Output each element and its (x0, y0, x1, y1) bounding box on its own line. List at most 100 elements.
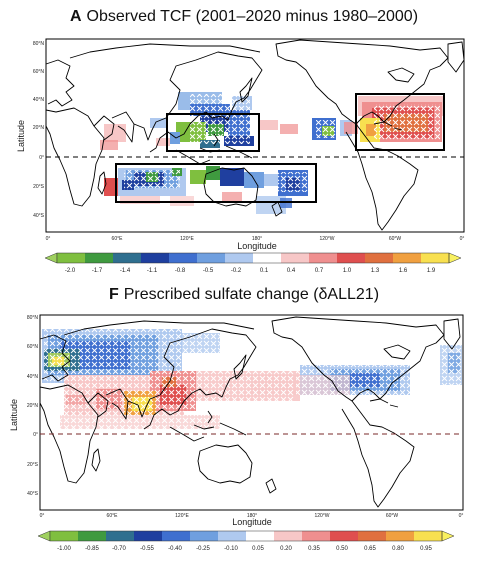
panel-a-title: A Observed TCF (2001–2020 minus 1980–2000… (0, 8, 488, 26)
lat-tick: 40°S (33, 213, 45, 219)
lon-tick: 0° (459, 513, 464, 519)
lat-tick: 0° (33, 432, 38, 438)
panel-a-figure: 80°N 60°N 40°N 20°N 0° 20°S 40°S 0° 60°E… (16, 38, 465, 274)
colorbar-label: -0.40 (168, 546, 182, 552)
colorbar-segment (225, 253, 254, 263)
colorbar-label: -0.70 (112, 546, 126, 552)
colorbar-segment (169, 253, 198, 263)
panel-a-lon-ticks: 0° 60°E 120°E 180° 120°W 60°W 0° (46, 236, 465, 242)
lat-tick: 40°N (33, 97, 45, 103)
lat-tick: 60°N (33, 69, 45, 75)
lat-tick: 80°N (33, 41, 45, 47)
panel-a-colorbar (44, 252, 462, 264)
colorbar-label: 0.80 (392, 546, 404, 552)
colorbar-label: -0.2 (231, 268, 242, 274)
colorbar-label: -0.10 (224, 546, 238, 552)
colorbar-segment (281, 253, 310, 263)
lon-tick: 0° (40, 513, 45, 519)
lon-tick: 120°W (319, 236, 334, 242)
colorbar-label: -0.5 (203, 268, 214, 274)
panel-a-title-text: Observed TCF (2001–2020 minus 1980–2000) (86, 8, 419, 25)
lat-tick: 20°N (27, 403, 39, 409)
panel-f-colorbar-labels: -1.00 -0.85 -0.70 -0.55 -0.40 -0.25 -0.1… (57, 546, 432, 552)
panel-f-title-text: Prescribed sulfate change (δALL21) (123, 286, 380, 303)
colorbar-segment (253, 253, 282, 263)
colorbar-segment (386, 531, 415, 541)
lon-tick: 60°W (389, 236, 402, 242)
lon-tick: 60°E (112, 236, 124, 242)
colorbar-label: -2.0 (65, 268, 76, 274)
lat-tick: 20°S (27, 462, 39, 468)
lon-tick: 120°W (314, 513, 329, 519)
panel-f-figure: 80°N 60°N 40°N 20°N 0° 20°S 40°S 0° 60°E… (9, 314, 464, 552)
colorbar-segment (218, 531, 247, 541)
colorbar-label: 1.3 (371, 268, 380, 274)
colorbar-segment (78, 531, 107, 541)
lon-tick: 120°E (175, 513, 189, 519)
panel-a-box-sh (115, 163, 317, 203)
colorbar-segment (358, 531, 387, 541)
panel-f-lon-ticks: 0° 60°E 120°E 180° 120°W 60°W 0° (40, 513, 464, 519)
colorbar-segment (113, 253, 142, 263)
lat-tick: 20°N (33, 125, 45, 131)
colorbar-segment (330, 531, 359, 541)
colorbar-segment (50, 531, 79, 541)
panel-f-title: F Prescribed sulfate change (δALL21) (0, 286, 488, 304)
colorbar-label: 1.6 (399, 268, 408, 274)
lat-tick: 20°S (33, 184, 45, 190)
colorbar-segment (365, 253, 394, 263)
lon-tick: 60°E (107, 513, 119, 519)
lon-tick: 0° (460, 236, 465, 242)
colorbar-segment (421, 253, 450, 263)
colorbar-segment (309, 253, 338, 263)
lon-tick: 0° (46, 236, 51, 242)
panel-f-xlabel: Longitude (232, 517, 272, 527)
panel-a-region-boxes (115, 93, 445, 203)
colorbar-label: 0.4 (287, 268, 296, 274)
colorbar-label: 0.35 (308, 546, 320, 552)
colorbar-label: -1.7 (92, 268, 103, 274)
panel-a-xlabel: Longitude (237, 241, 277, 251)
colorbar-label: 0.50 (336, 546, 348, 552)
lat-tick: 60°N (27, 344, 39, 350)
colorbar-segment (134, 531, 163, 541)
colorbar-label: 1.0 (343, 268, 352, 274)
colorbar-label: -1.4 (120, 268, 131, 274)
colorbar-segment (85, 253, 114, 263)
colorbar-segment (190, 531, 219, 541)
colorbar-label: 1.9 (427, 268, 436, 274)
colorbar-segment (337, 253, 366, 263)
colorbar-label: -0.55 (140, 546, 154, 552)
panel-f-data-field (42, 329, 462, 429)
colorbar-segment (197, 253, 226, 263)
colorbar-label: -0.85 (85, 546, 99, 552)
colorbar-label: 0.7 (315, 268, 324, 274)
colorbar-label: 0.65 (364, 546, 376, 552)
colorbar-segment (414, 531, 443, 541)
panel-a-data-field (100, 92, 444, 214)
lat-tick: 80°N (27, 315, 39, 321)
lon-tick: 120°E (180, 236, 194, 242)
panel-a-ylabel: Latitude (16, 120, 26, 152)
colorbar-label: 0.05 (252, 546, 264, 552)
panel-f-colorbar (37, 530, 455, 542)
colorbar-label: 0.20 (280, 546, 292, 552)
colorbar-segment (302, 531, 331, 541)
colorbar-segment (274, 531, 303, 541)
panel-f-letter: F (108, 286, 119, 303)
colorbar-segment (393, 253, 422, 263)
colorbar-label: -0.8 (175, 268, 186, 274)
colorbar-label: 0.95 (420, 546, 432, 552)
panel-f-ylabel: Latitude (9, 399, 19, 431)
lon-tick: 180° (252, 236, 262, 242)
colorbar-label: 0.1 (260, 268, 269, 274)
panel-a-box-wnp (166, 113, 260, 152)
lon-tick: 180° (247, 513, 257, 519)
panel-f-lat-ticks: 80°N 60°N 40°N 20°N 0° 20°S 40°S (27, 315, 39, 497)
lat-tick: 0° (39, 155, 44, 161)
colorbar-segment (162, 531, 191, 541)
colorbar-segment (57, 253, 86, 263)
colorbar-label: -0.25 (196, 546, 210, 552)
colorbar-segment (246, 531, 275, 541)
colorbar-segment (141, 253, 170, 263)
